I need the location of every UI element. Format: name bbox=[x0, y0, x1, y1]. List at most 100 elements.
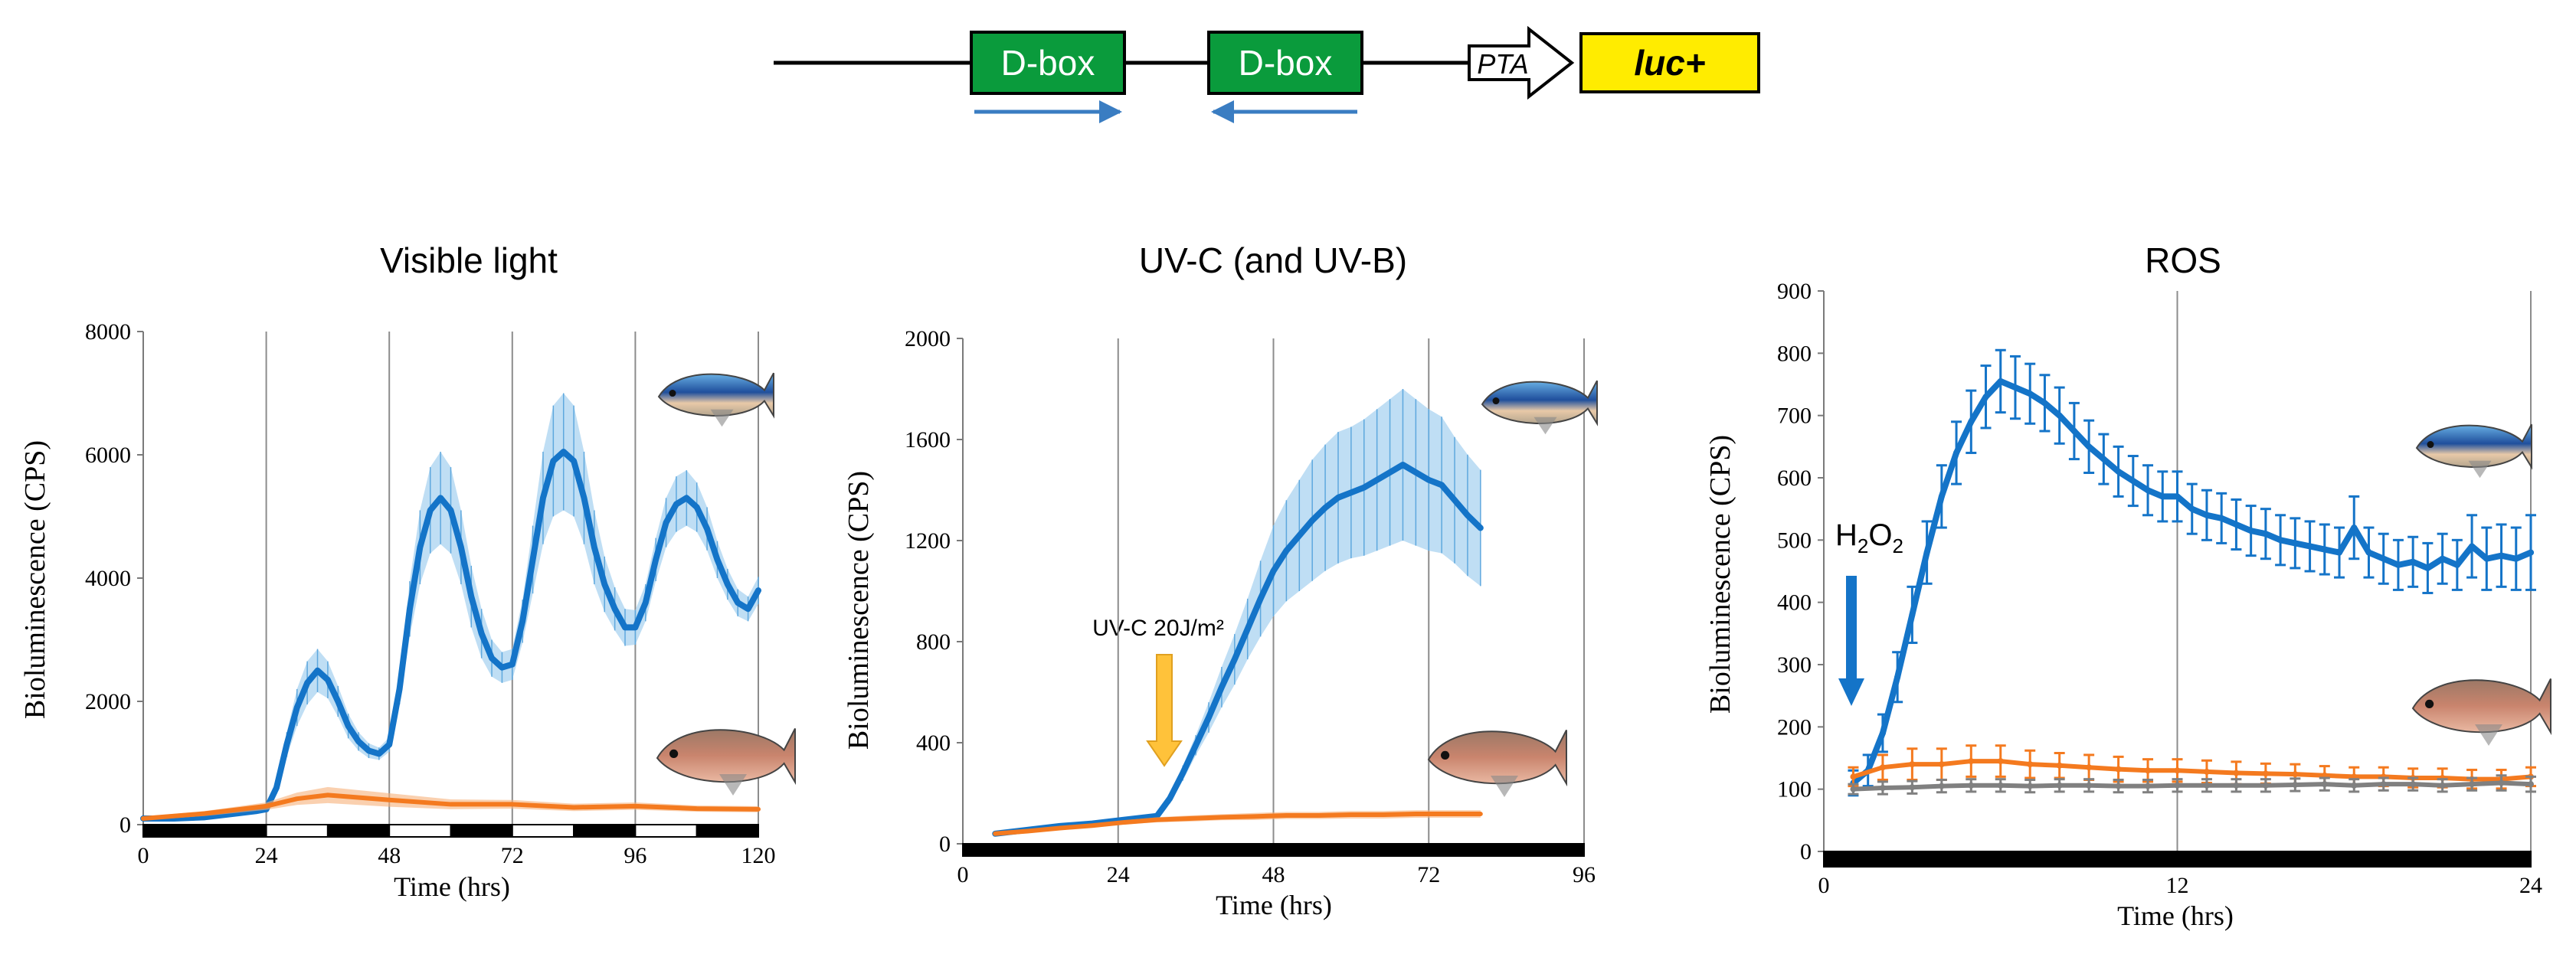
data-point-11 bbox=[2011, 384, 2018, 391]
data-point-16 bbox=[377, 751, 381, 756]
series-line bbox=[1851, 759, 2533, 782]
data-point-6 bbox=[1167, 796, 1172, 801]
data-point-39 bbox=[613, 606, 617, 611]
data-point-13 bbox=[346, 724, 351, 728]
data-point-23 bbox=[2528, 781, 2534, 788]
data-point-16 bbox=[2086, 443, 2093, 450]
data-point-28 bbox=[1452, 498, 1457, 502]
data-point-9 bbox=[633, 804, 637, 809]
fish-fin bbox=[710, 409, 734, 427]
data-point-29 bbox=[2277, 537, 2284, 544]
data-point-0 bbox=[993, 832, 997, 836]
data-point-35 bbox=[2365, 549, 2372, 556]
data-point-26 bbox=[480, 631, 484, 636]
data-point-3 bbox=[1090, 823, 1095, 828]
data-point-27 bbox=[489, 656, 494, 661]
data-point-4 bbox=[1968, 758, 1975, 765]
data-point-25 bbox=[469, 594, 473, 599]
data-point-20 bbox=[417, 545, 422, 550]
data-point-14 bbox=[1446, 812, 1451, 816]
data-point-12 bbox=[2203, 782, 2210, 789]
data-point-3 bbox=[1938, 761, 1945, 768]
h2o2-h: H bbox=[1835, 518, 1858, 552]
data-point-5 bbox=[387, 798, 391, 802]
y-tick-label-0: 0 bbox=[1800, 839, 1812, 864]
chart-visible-light: Visible light Bioluminescence (CPS) Time… bbox=[19, 240, 796, 902]
data-point-43 bbox=[2483, 555, 2490, 562]
data-point-21 bbox=[2469, 781, 2476, 788]
light-dark-segment-light-3 bbox=[388, 824, 452, 838]
data-point-2 bbox=[1058, 826, 1062, 831]
data-point-6 bbox=[2027, 783, 2034, 789]
data-point-28 bbox=[499, 665, 504, 670]
data-point-9 bbox=[1206, 715, 1211, 720]
data-point-19 bbox=[408, 606, 412, 611]
data-point-21 bbox=[2159, 493, 2166, 500]
zebrafish-icon bbox=[657, 372, 774, 427]
data-point-18 bbox=[2115, 468, 2122, 475]
data-point-1 bbox=[1025, 829, 1029, 833]
data-point-11 bbox=[756, 807, 761, 812]
data-point-10 bbox=[1317, 813, 1321, 818]
data-point-48 bbox=[705, 527, 709, 531]
h2o2-sub2: 2 bbox=[1892, 534, 1903, 557]
data-point-8 bbox=[1252, 814, 1256, 819]
y-tick-label-1: 100 bbox=[1777, 777, 1812, 802]
data-point-15 bbox=[2070, 428, 2077, 434]
fish-cell-line-icon bbox=[1427, 730, 1567, 797]
fish-body bbox=[2411, 678, 2551, 736]
y-tick-label-0: 0 bbox=[939, 832, 951, 857]
data-point-19 bbox=[1336, 495, 1340, 500]
x-tick-label-0: 0 bbox=[138, 843, 149, 868]
data-point-24 bbox=[2203, 511, 2210, 518]
error-band bbox=[995, 389, 1481, 835]
data-point-30 bbox=[2292, 540, 2299, 547]
data-point-5 bbox=[1997, 782, 2004, 789]
data-point-6 bbox=[2027, 761, 2034, 768]
data-point-5 bbox=[1923, 549, 1930, 556]
light-dark-segment-dark-4 bbox=[450, 824, 513, 838]
data-point-51 bbox=[735, 600, 740, 605]
x-tick-label-5: 120 bbox=[741, 843, 776, 868]
data-point-12 bbox=[1245, 627, 1250, 631]
x-tick-label-4: 96 bbox=[1573, 862, 1596, 887]
light-dark-segment-dark-0 bbox=[1823, 851, 2532, 868]
x-tick-label-2: 24 bbox=[2519, 873, 2542, 898]
data-point-0 bbox=[141, 816, 146, 821]
y-axis-label: Bioluminescence (CPS) bbox=[843, 471, 875, 750]
data-point-14 bbox=[2262, 782, 2269, 789]
fish-eye bbox=[2425, 699, 2434, 708]
data-point-6 bbox=[274, 786, 279, 790]
data-point-50 bbox=[725, 582, 730, 587]
dbox-2-label: D-box bbox=[1239, 43, 1333, 83]
fish-body bbox=[1481, 380, 1598, 426]
data-point-13 bbox=[2233, 770, 2240, 776]
data-point-17 bbox=[1310, 518, 1314, 523]
data-point-30 bbox=[520, 619, 525, 623]
series-line bbox=[993, 812, 1483, 836]
y-tick-label-4: 8000 bbox=[85, 319, 131, 345]
series-orange bbox=[141, 786, 761, 821]
data-point-8 bbox=[295, 705, 299, 710]
data-point-33 bbox=[551, 459, 555, 463]
data-point-22 bbox=[1375, 478, 1380, 482]
data-point-7 bbox=[1219, 815, 1224, 819]
data-point-12 bbox=[336, 699, 340, 704]
fish-fin bbox=[1533, 417, 1557, 435]
data-point-2 bbox=[264, 804, 269, 809]
uv-c-arrow bbox=[1146, 654, 1183, 767]
y-tick-label-6: 600 bbox=[1777, 466, 1812, 491]
fish-eye bbox=[669, 749, 679, 758]
data-point-4 bbox=[1122, 820, 1127, 825]
data-point-40 bbox=[2439, 555, 2446, 562]
data-point-7 bbox=[2056, 782, 2063, 789]
data-point-25 bbox=[2218, 515, 2225, 521]
data-point-7 bbox=[1953, 449, 1960, 456]
data-point-12 bbox=[1381, 812, 1386, 817]
y-tick-label-5: 500 bbox=[1777, 528, 1812, 553]
h2o2-sub1: 2 bbox=[1858, 534, 1868, 557]
x-tick-label-0: 0 bbox=[1818, 873, 1830, 898]
y-tick-label-3: 300 bbox=[1777, 652, 1812, 678]
